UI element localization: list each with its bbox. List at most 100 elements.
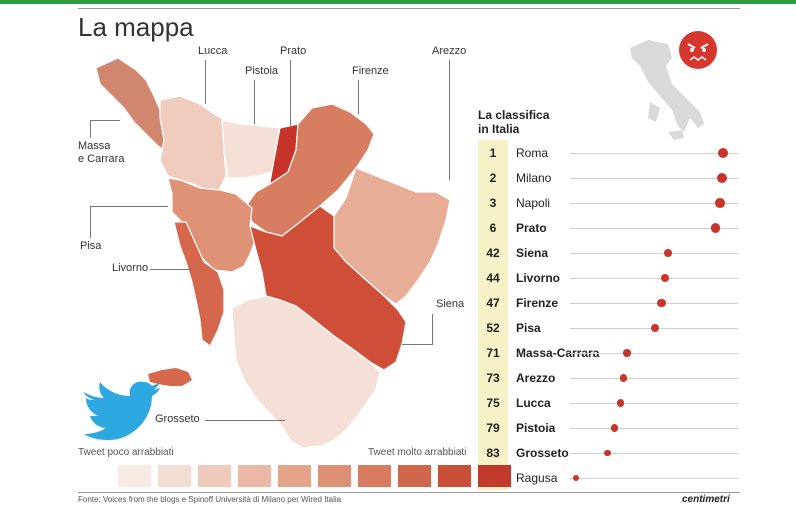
ranking-rank: 73 [486,371,500,385]
label-massa-carrara: Massa e Carrara [78,140,125,165]
ranking-dot [710,223,721,233]
ranking-line [570,178,738,179]
ranking-line [570,353,738,354]
ranking-rank: 71 [486,346,500,360]
legend-high-label: Tweet molto arrabbiati [368,447,467,458]
province-pisa[interactable] [167,177,257,273]
ranking-line [570,203,738,204]
ranking-dot [657,298,666,308]
leader-massa-h [90,120,120,121]
top-rule [78,8,740,9]
ranking-title-line2: in Italia [478,122,520,136]
legend-swatch [438,465,471,487]
label-pisa: Pisa [80,240,102,252]
ranking-row: 1 Roma [478,140,738,165]
label-pistoia: Pistoia [245,65,279,77]
ranking-line [570,153,738,154]
ranking-city: Pistoia [516,421,556,435]
ranking-dot [616,399,625,407]
ranking-rank: 75 [486,396,500,410]
ranking-title: La classifica in Italia [478,108,549,136]
label-prato: Prato [280,45,307,57]
ranking-city: Arezzo [516,371,556,385]
legend-swatch [278,465,311,487]
ranking-city: Lucca [516,396,551,410]
ranking-row: 52 Pisa [478,315,738,340]
ranking-city: Grosseto [516,446,569,460]
leader-pisa-v [90,206,91,238]
legend-swatch [118,465,151,487]
legend-swatch [238,465,271,487]
legend-low-label: Tweet poco arrabbiati [78,447,174,458]
label-arezzo: Arezzo [432,45,467,57]
ranking-city: Pisa [516,321,541,335]
label-livorno: Livorno [112,262,149,274]
leader-prato [290,60,291,126]
leader-massa-v [90,120,91,138]
ranking-rank: 42 [486,246,500,260]
ranking-dot [623,349,631,357]
leader-firenze [358,80,359,114]
ranking-row: 110Ragusa [478,465,738,490]
ranking-row: 2 Milano [478,165,738,190]
legend-swatch [358,465,391,487]
ranking-line [570,403,738,404]
page-title: La mappa [78,12,194,42]
ranking-city: Milano [516,171,552,185]
ranking-rank-column [478,140,508,490]
legend-swatch [478,465,511,487]
ranking-line [570,253,738,254]
ranking-line [570,453,738,454]
ranking-rank: 1 [489,146,497,160]
leader-arezzo [449,60,450,180]
ranking-rank: 44 [486,271,500,285]
province-grosseto[interactable] [231,295,381,449]
province-lucca[interactable] [159,95,229,193]
label-grosseto: Grosseto [155,413,200,425]
ranking-row: 83 Grosseto [478,440,738,465]
ranking-row: 3 Napoli [478,190,738,215]
ranking-rank: 79 [486,421,500,435]
province-livorno-elba[interactable] [148,368,192,386]
ranking-dot [716,173,727,183]
ranking-dot [604,449,612,457]
bottom-rule [78,492,740,493]
ranking-row: 73 Arezzo [478,365,738,390]
ranking-line [570,303,738,304]
ranking-dot [573,474,580,482]
italy-map-icon [630,40,704,140]
label-lucca: Lucca [198,45,228,57]
ranking-dot [610,424,618,432]
legend-swatch [198,465,231,487]
ranking-rank: 2 [489,171,497,185]
ranking-title-line1: La classifica [478,108,550,122]
ranking-dot [651,323,660,333]
label-firenze: Firenze [352,65,389,77]
ranking-city: Ragusa [516,471,558,485]
ranking-row: 42 Siena [478,240,738,265]
ranking-row: 79 Pistoia [478,415,738,440]
ranking-line [570,378,738,379]
top-accent-bar [0,0,796,4]
brand-logo: centimetri [682,494,730,505]
ranking-line [570,278,738,279]
leader-lucca [205,60,206,104]
leader-pistoia [254,80,255,124]
ranking-city: Napoli [516,196,551,210]
ranking-rank: 52 [486,321,500,335]
ranking-city: Prato [516,221,547,235]
ranking-city: Roma [516,146,549,160]
ranking-city: Livorno [516,271,560,285]
label-siena: Siena [436,298,465,310]
legend-swatch [398,465,431,487]
ranking-dot [620,374,628,382]
twitter-bird-icon [84,381,160,440]
source-note: Fonte: Voices from the blogs e Spinoff U… [78,495,342,504]
ranking-line [570,478,738,479]
ranking-row: 47 Firenze [478,290,738,315]
ranking-row: 44 Livorno [478,265,738,290]
ranking-dot [718,148,729,158]
province-livorno[interactable] [173,221,225,347]
province-massa-carrara[interactable] [95,57,167,152]
province-pistoia[interactable] [221,119,281,179]
